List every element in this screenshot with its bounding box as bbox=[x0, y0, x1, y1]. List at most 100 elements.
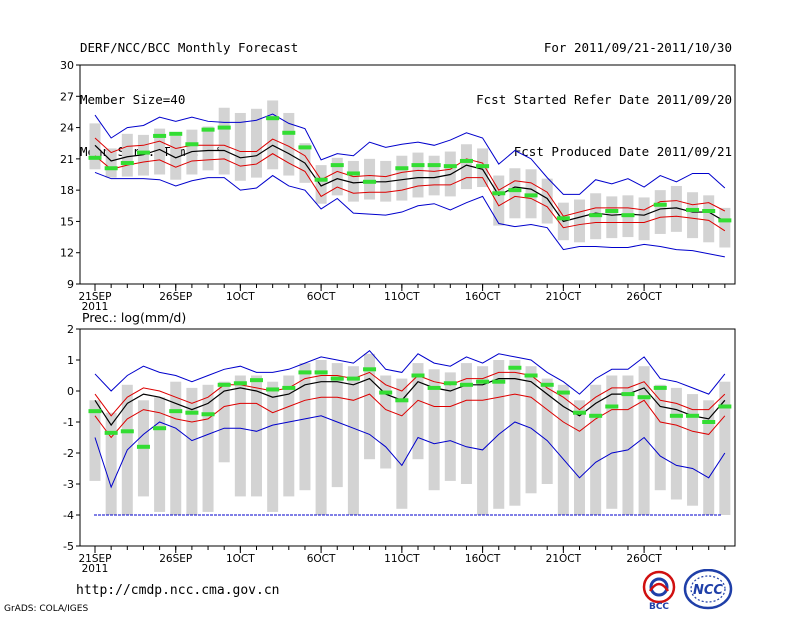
temp-observed-marker bbox=[395, 166, 409, 171]
temp-box bbox=[654, 190, 666, 234]
temp-ytick-label: 27 bbox=[60, 90, 74, 103]
temp-box bbox=[89, 123, 101, 170]
prec-observed-marker bbox=[201, 412, 215, 417]
temp-box bbox=[267, 100, 279, 170]
prec-box bbox=[267, 381, 279, 512]
prec-box bbox=[509, 360, 521, 506]
temp-box bbox=[218, 107, 230, 175]
prec-xtick-label: 26OCT bbox=[626, 553, 662, 565]
prec-observed-marker bbox=[88, 409, 102, 414]
temp-xtick-label: 1OCT bbox=[226, 291, 255, 303]
temp-observed-marker bbox=[508, 188, 522, 193]
prec-observed-marker bbox=[686, 413, 700, 418]
prec-box bbox=[460, 363, 472, 484]
started-refer-date-label: Fcst Started Refer Date 2011/09/20 bbox=[476, 92, 732, 107]
prec-box bbox=[315, 360, 327, 515]
prec-box bbox=[622, 375, 634, 515]
temp-observed-marker bbox=[459, 158, 473, 163]
prec-observed-marker bbox=[330, 376, 344, 381]
temp-xtick-label: 21SEP bbox=[79, 291, 112, 303]
prec-box bbox=[444, 372, 456, 481]
prec-observed-marker bbox=[669, 413, 683, 418]
prec-observed-marker bbox=[346, 376, 360, 381]
prec-box bbox=[380, 375, 392, 469]
prec-panel-title: Prec.: log(mm/d) bbox=[82, 310, 186, 325]
temp-observed-marker bbox=[556, 216, 570, 221]
temp-box bbox=[670, 185, 682, 232]
temp-observed-marker bbox=[718, 218, 732, 223]
prec-box bbox=[557, 384, 569, 515]
prec-box bbox=[347, 366, 359, 515]
temp-box bbox=[121, 133, 133, 177]
temp-series-mean bbox=[94, 144, 726, 223]
temp-observed-marker bbox=[136, 150, 150, 155]
temp-plot-frame bbox=[79, 64, 736, 285]
prec-box bbox=[654, 384, 666, 491]
prec-box bbox=[299, 363, 311, 491]
prec-observed-marker bbox=[169, 409, 183, 414]
prec-observed-marker bbox=[621, 392, 635, 397]
prec-box bbox=[670, 387, 682, 500]
temp-box bbox=[364, 158, 376, 200]
temp-observed-marker bbox=[524, 193, 538, 198]
prec-observed-marker bbox=[492, 379, 506, 384]
temp-observed-marker bbox=[476, 164, 490, 169]
prec-observed-marker bbox=[136, 444, 150, 449]
temp-xtick-label: 6OCT bbox=[307, 291, 336, 303]
prec-box bbox=[525, 366, 537, 494]
temp-observed-marker bbox=[120, 161, 134, 166]
prec-observed-marker bbox=[443, 381, 457, 386]
temp-xtick-label: 16OCT bbox=[465, 291, 501, 303]
temp-ytick-label: 24 bbox=[60, 122, 74, 135]
chart-title: DERF/NCC/BCC Monthly Forecast bbox=[80, 40, 299, 55]
temp-observed-marker bbox=[185, 142, 199, 147]
prec-box bbox=[364, 353, 376, 460]
prec-observed-marker bbox=[459, 382, 473, 387]
prec-observed-marker bbox=[411, 373, 425, 378]
prec-observed-marker bbox=[282, 385, 296, 390]
prec-xtick-label: 26SEP bbox=[159, 553, 192, 565]
bcc-logo-ring bbox=[642, 570, 676, 604]
prec-ytick-label: 0 bbox=[67, 385, 74, 398]
prec-observed-marker bbox=[120, 429, 134, 434]
temp-observed-marker bbox=[201, 127, 215, 132]
bcc-logo-arc bbox=[648, 582, 670, 592]
temp-box bbox=[493, 175, 505, 226]
produced-date-label: Fcst Produced Date 2011/09/21 bbox=[513, 144, 732, 159]
prec-ytick-label: -4 bbox=[63, 509, 74, 522]
prec-observed-marker bbox=[589, 413, 603, 418]
temp-observed-marker bbox=[363, 179, 377, 184]
temp-box bbox=[315, 165, 327, 204]
prec-observed-marker bbox=[395, 398, 409, 403]
temp-observed-marker bbox=[702, 209, 716, 213]
temp-observed-marker bbox=[686, 207, 700, 212]
prec-xtick-year-label: 2011 bbox=[82, 563, 109, 575]
prec-box bbox=[154, 397, 166, 512]
temp-observed-marker bbox=[169, 131, 183, 136]
footer-url[interactable]: http://cmdp.ncc.cma.gov.cn bbox=[76, 583, 280, 598]
prec-observed-marker bbox=[379, 390, 393, 395]
prec-xtick-label: 1OCT bbox=[226, 553, 255, 565]
prec-plot-frame bbox=[79, 328, 736, 547]
prec-box bbox=[719, 381, 731, 515]
prec-box bbox=[105, 412, 117, 515]
temp-box bbox=[606, 196, 618, 239]
temp-observed-marker bbox=[282, 130, 296, 135]
temp-series-max bbox=[94, 113, 726, 195]
temp-observed-marker bbox=[153, 133, 167, 138]
prec-observed-marker bbox=[556, 390, 570, 395]
ncc-logo-text: NCC bbox=[693, 583, 723, 598]
temp-observed-marker bbox=[266, 116, 280, 121]
ncc-logo-ring bbox=[683, 569, 733, 610]
prec-box bbox=[89, 400, 101, 481]
prec-observed-marker bbox=[524, 373, 538, 378]
temp-observed-marker bbox=[346, 171, 360, 176]
prec-observed-marker bbox=[427, 385, 441, 390]
prec-observed-marker bbox=[298, 370, 312, 375]
prec-series-upper bbox=[94, 371, 726, 417]
prec-box bbox=[331, 363, 343, 488]
temp-observed-marker bbox=[653, 202, 667, 207]
temp-observed-marker bbox=[314, 177, 328, 182]
prec-box bbox=[202, 384, 214, 512]
temp-observed-marker bbox=[411, 163, 425, 168]
